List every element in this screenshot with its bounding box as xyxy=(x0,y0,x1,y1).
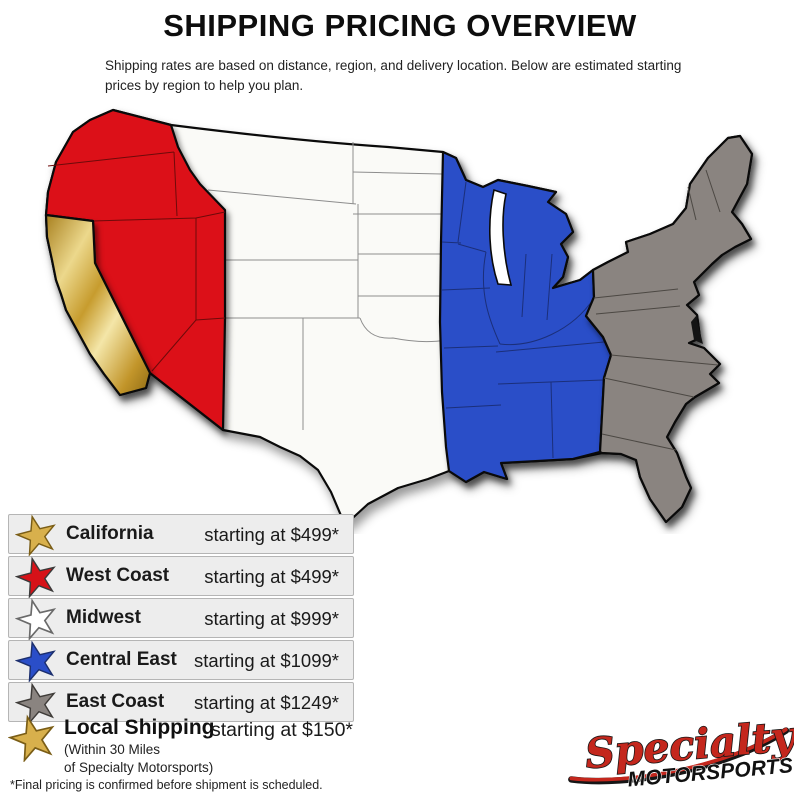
map-region-california xyxy=(44,213,152,397)
legend-label: West Coast xyxy=(66,565,170,586)
east-coast-state-borders xyxy=(593,169,721,451)
blue-star-icon xyxy=(15,640,56,682)
chesapeake-bay xyxy=(691,316,703,344)
local-note-line-2: of Specialty Motorsports) xyxy=(64,759,214,775)
logo-swash-red xyxy=(569,727,788,782)
gold-star-icon xyxy=(15,514,56,556)
page-title: SHIPPING PRICING OVERVIEW xyxy=(163,8,637,43)
legend-price: starting at $499* xyxy=(204,524,339,545)
pricing-legend: California starting at $499* West Coast … xyxy=(8,514,354,724)
local-shipping-label: Local Shipping xyxy=(64,716,215,739)
legend-price: starting at $1099* xyxy=(193,650,339,671)
white-star-icon xyxy=(15,598,57,640)
legend-price: starting at $999* xyxy=(204,608,339,629)
legend-row-midwest: Midwest starting at $999* xyxy=(8,598,354,640)
west-coast-state-borders xyxy=(47,151,226,372)
subtitle-line-2: prices by region to help you plan. xyxy=(105,77,304,93)
legend-row-east-coast: East Coast starting at $1249* xyxy=(8,682,354,724)
us-region-map xyxy=(28,92,772,534)
midwest-state-borders xyxy=(207,142,447,430)
red-star-icon xyxy=(15,556,56,598)
central-east-state-borders xyxy=(441,181,605,459)
legend-label: Midwest xyxy=(66,607,141,628)
lake-michigan xyxy=(488,188,513,286)
page-subtitle: Shipping rates are based on distance, re… xyxy=(105,56,685,95)
legend-label: East Coast xyxy=(66,691,165,712)
local-shipping-note: (Within 30 Miles of Specialty Motorsport… xyxy=(64,741,213,776)
gray-star-icon xyxy=(15,682,56,724)
gold-star-icon xyxy=(8,714,55,762)
specialty-motorsports-logo: Specialty MOTORSPORTS xyxy=(564,711,800,794)
us-map-svg xyxy=(44,108,754,527)
legend-price: starting at $1249* xyxy=(193,692,339,713)
map-region-east-coast xyxy=(584,134,754,524)
legend-row-west-coast: West Coast starting at $499* xyxy=(8,556,354,598)
map-region-central-east xyxy=(438,150,613,484)
legend-label: Central East xyxy=(66,649,177,670)
legend-row-central-east: Central East starting at $1099* xyxy=(8,640,354,682)
legend-label: California xyxy=(66,523,154,544)
footnote: *Final pricing is confirmed before shipm… xyxy=(10,778,323,792)
legend-price: starting at $499* xyxy=(204,566,339,587)
logo-svg: Specialty MOTORSPORTS xyxy=(568,711,800,792)
legend-row-california: California starting at $499* xyxy=(8,514,354,556)
local-note-line-1: (Within 30 Miles xyxy=(64,742,161,757)
local-shipping-price: starting at $150* xyxy=(211,719,354,741)
subtitle-line-1: Shipping rates are based on distance, re… xyxy=(105,58,682,73)
